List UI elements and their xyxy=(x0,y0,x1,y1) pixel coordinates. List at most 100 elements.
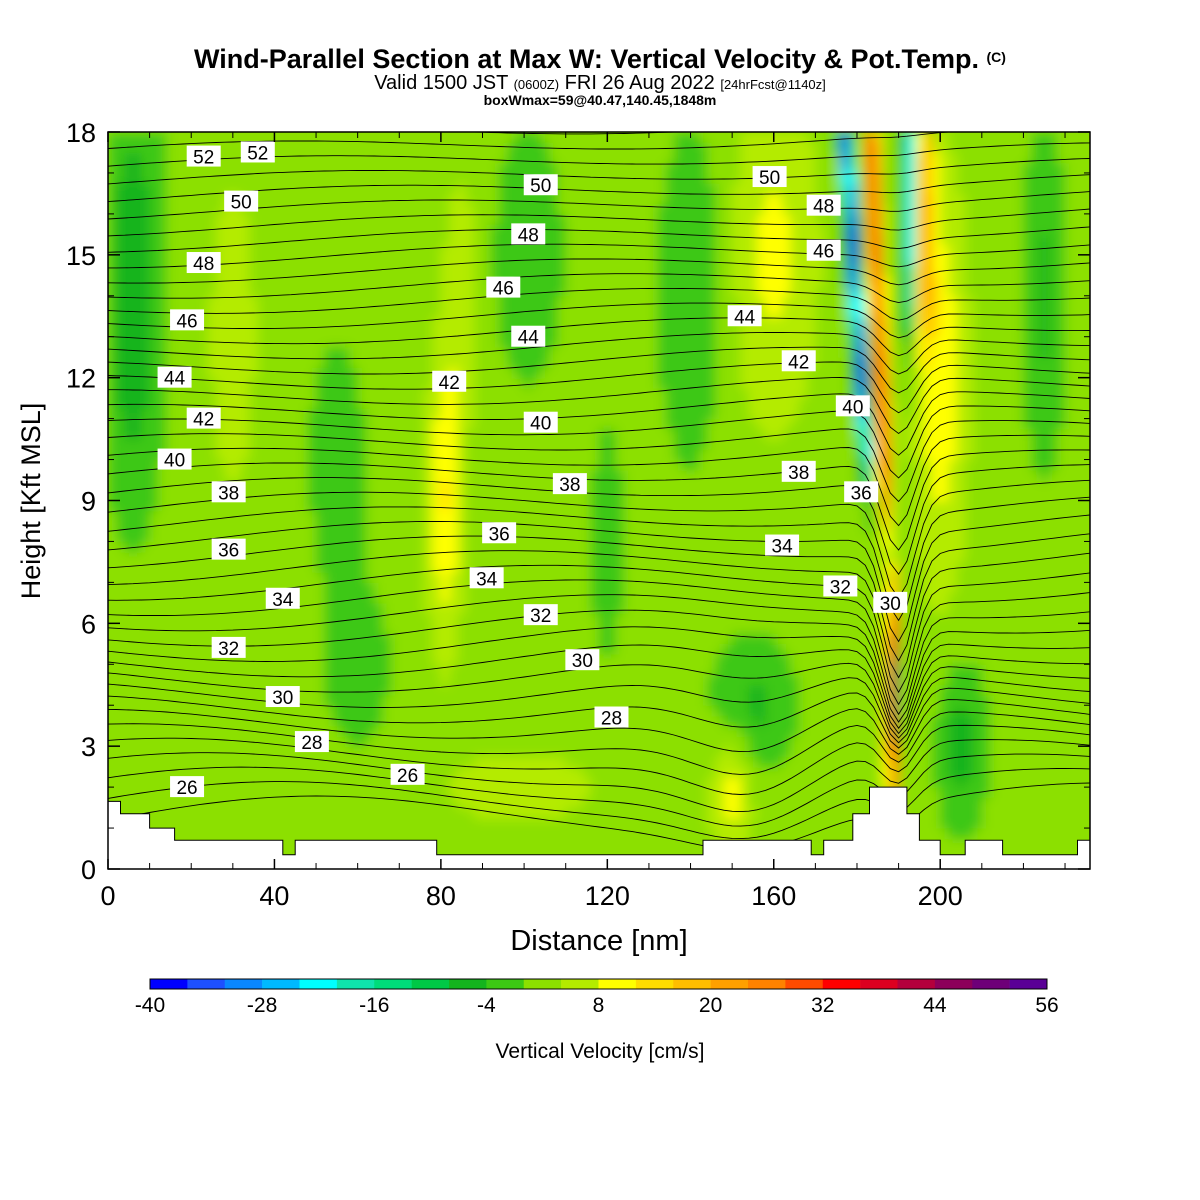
field-cell xyxy=(449,172,459,184)
field-cell xyxy=(574,265,583,276)
field-cell xyxy=(540,725,550,737)
field-cell xyxy=(374,797,384,809)
field-cell xyxy=(640,613,650,624)
field-cell xyxy=(191,725,201,737)
field-cell xyxy=(341,418,350,430)
field-cell xyxy=(266,428,275,440)
field-cell xyxy=(316,275,325,287)
field-cell xyxy=(415,735,425,747)
field-cell xyxy=(199,735,209,747)
field-cell xyxy=(216,797,226,809)
field-cell xyxy=(474,377,484,389)
field-cell xyxy=(582,162,592,174)
field-cell xyxy=(366,295,375,307)
field-cell xyxy=(141,766,151,778)
field-cell xyxy=(207,172,217,184)
field-cell xyxy=(449,776,459,788)
field-cell xyxy=(224,418,234,430)
field-cell xyxy=(474,838,484,850)
field-cell xyxy=(133,336,142,348)
field-cell xyxy=(232,613,242,624)
field-cell xyxy=(640,695,650,706)
field-cell xyxy=(615,480,625,491)
field-cell xyxy=(249,418,259,430)
field-cell xyxy=(349,602,359,614)
field-cell xyxy=(574,142,583,153)
field-cell xyxy=(307,582,317,594)
field-cell xyxy=(191,582,201,594)
field-cell xyxy=(224,674,234,686)
field-cell xyxy=(665,807,675,819)
field-cell xyxy=(449,725,459,737)
field-cell xyxy=(207,439,217,450)
field-cell xyxy=(166,797,176,809)
field-cell xyxy=(232,244,242,256)
field-cell xyxy=(532,807,542,819)
field-cell xyxy=(282,418,292,430)
field-cell xyxy=(299,766,309,778)
field-cell xyxy=(116,776,126,788)
field-cell xyxy=(291,357,300,368)
field-cell xyxy=(341,633,350,645)
field-cell xyxy=(133,316,142,328)
field-cell xyxy=(116,643,126,655)
field-cell xyxy=(665,521,675,532)
field-cell xyxy=(166,766,176,778)
field-cell xyxy=(524,449,533,461)
field-cell xyxy=(316,664,325,676)
field-cell xyxy=(465,480,475,491)
field-cell xyxy=(599,592,608,604)
field-cell xyxy=(141,695,151,706)
field-cell xyxy=(133,695,142,706)
field-cell xyxy=(199,459,209,471)
field-cell xyxy=(565,531,575,542)
field-cell xyxy=(241,613,251,624)
field-cell xyxy=(216,521,226,532)
field-cell xyxy=(108,521,117,532)
field-cell xyxy=(407,172,417,184)
field-cell xyxy=(599,449,608,461)
field-cell xyxy=(474,254,484,266)
field-cell xyxy=(673,459,683,471)
field-cell xyxy=(332,254,342,266)
field-cell xyxy=(349,725,359,737)
field-cell xyxy=(141,326,151,338)
field-cell xyxy=(557,367,567,379)
field-cell xyxy=(482,725,492,737)
field-cell xyxy=(316,418,325,430)
field-cell xyxy=(382,807,392,819)
field-cell xyxy=(207,766,217,778)
field-cell xyxy=(299,459,309,471)
field-cell xyxy=(357,213,367,225)
field-cell xyxy=(532,398,542,409)
field-cell xyxy=(532,848,542,860)
field-cell xyxy=(157,807,167,819)
field-cell xyxy=(540,735,550,747)
field-cell xyxy=(199,531,209,542)
field-cell xyxy=(582,623,592,635)
field-cell xyxy=(332,377,342,389)
field-cell xyxy=(499,746,508,757)
field-cell xyxy=(241,172,251,184)
field-cell xyxy=(432,449,442,461)
field-cell xyxy=(499,132,508,143)
field-cell xyxy=(232,295,242,307)
field-cell xyxy=(174,285,184,297)
field-cell xyxy=(449,521,459,532)
field-cell xyxy=(332,306,342,317)
field-cell xyxy=(482,613,492,624)
field-cell xyxy=(316,602,325,614)
field-cell xyxy=(116,428,126,440)
field-cell xyxy=(216,316,226,328)
field-cell xyxy=(341,357,350,368)
field-cell xyxy=(590,347,600,358)
field-cell xyxy=(174,193,184,205)
field-cell xyxy=(590,316,600,328)
field-cell xyxy=(108,480,117,491)
field-cell xyxy=(357,367,367,379)
field-cell xyxy=(540,490,550,502)
field-cell xyxy=(390,295,400,307)
field-cell xyxy=(207,428,217,440)
field-cell xyxy=(274,480,284,491)
field-cell xyxy=(299,408,309,420)
